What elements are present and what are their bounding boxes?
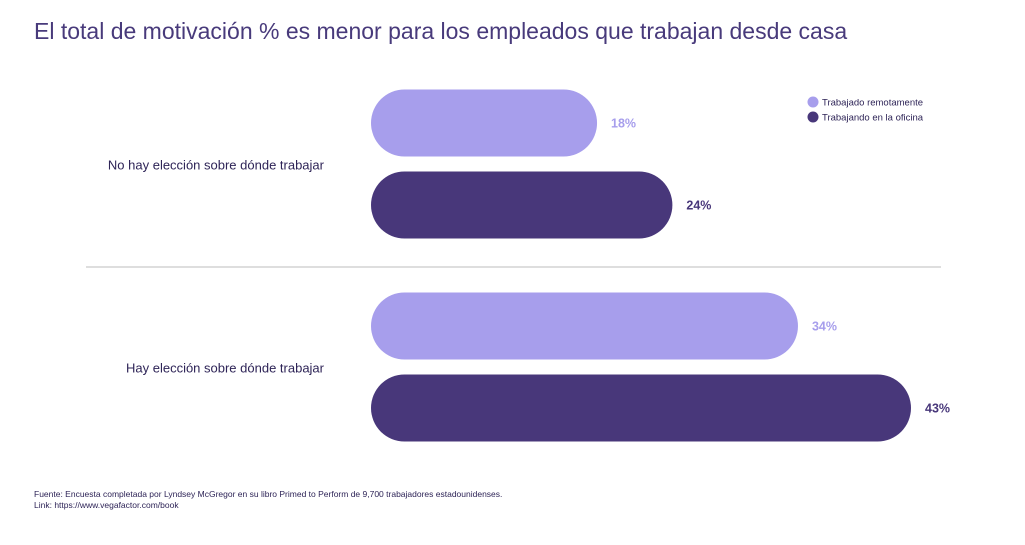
source-note: Fuente: Encuesta completada por Lyndsey … <box>34 489 502 511</box>
source-text: Fuente: Encuesta completada por Lyndsey … <box>34 489 503 499</box>
legend-label: Trabajado remotamente <box>822 98 923 109</box>
category-label: Hay elección sobre dónde trabajar <box>126 361 325 376</box>
value-label: 24% <box>686 199 711 213</box>
legend-label: Trabajando en la oficina <box>822 113 924 124</box>
value-label: 18% <box>611 117 636 131</box>
bar-remote <box>371 292 798 360</box>
legend-swatch <box>807 111 819 123</box>
category-label: No hay elección sobre dónde trabajar <box>108 158 325 173</box>
bar-remote <box>371 89 598 157</box>
legend-swatch <box>807 96 819 108</box>
source-link[interactable]: Link: https://www.vegafactor.com/book <box>34 500 179 510</box>
chart-title: El total de motivación % es menor para l… <box>34 18 848 44</box>
value-label: 34% <box>812 320 837 334</box>
value-label: 43% <box>925 402 950 416</box>
bar-office <box>371 374 911 442</box>
bar-office <box>371 171 673 239</box>
